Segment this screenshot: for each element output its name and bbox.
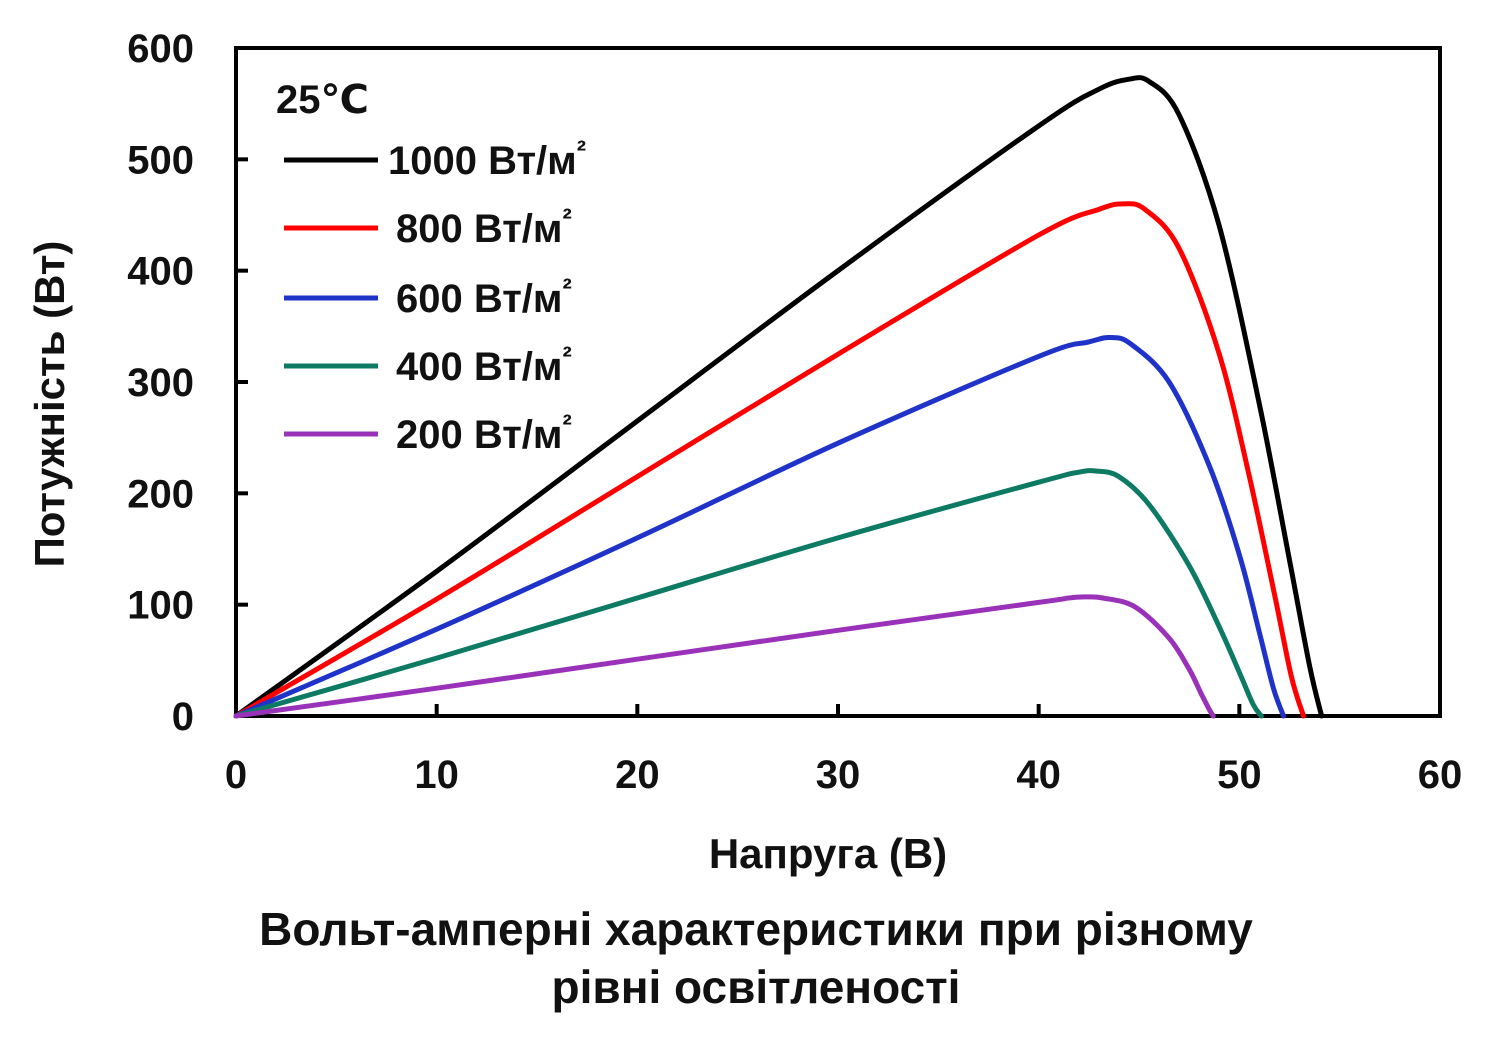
legend-label-4: 200 Вт/м²: [396, 409, 572, 457]
y-tick-label: 500: [127, 138, 194, 182]
series-line-3: [233, 468, 1264, 719]
x-tick-label: 40: [1016, 753, 1061, 797]
x-tick-label: 20: [615, 753, 660, 797]
y-tick-label: 200: [127, 472, 194, 516]
legend-label-1: 800 Вт/м²: [396, 203, 572, 251]
legend-label-2: 600 Вт/м²: [396, 273, 572, 321]
x-tick-label: 30: [816, 753, 861, 797]
series-line-1: [233, 201, 1306, 719]
y-tick-label: 100: [127, 584, 194, 628]
legend-superscript: ²: [563, 341, 572, 372]
y-tick-label: 600: [127, 27, 194, 71]
series-line-4: [233, 594, 1216, 719]
chart-caption: Вольт-амперні характеристики при різному…: [0, 900, 1512, 1016]
caption-line-1: Вольт-амперні характеристики при різному: [259, 903, 1253, 955]
legend-label-text: 800 Вт/м: [396, 207, 563, 251]
x-axis-ticks: 0 10 20 30 40 50 60: [225, 704, 1462, 797]
y-tick-label: 400: [127, 250, 194, 294]
temperature-annotation: 25℃: [276, 78, 369, 122]
x-tick-label: 10: [414, 753, 459, 797]
x-axis-title: Напруга (В): [709, 830, 947, 877]
x-tick-label: 60: [1418, 753, 1463, 797]
legend-label-text: 200 Вт/м: [396, 413, 563, 457]
y-axis-ticks: 0 100 200 300 400 500 600: [127, 27, 248, 739]
legend-superscript: ²: [577, 135, 586, 166]
series-lines: [233, 75, 1325, 719]
x-tick-label: 0: [225, 753, 247, 797]
y-tick-label: 0: [172, 695, 194, 739]
y-tick-label: 300: [127, 361, 194, 405]
legend-superscript: ²: [563, 409, 572, 440]
legend-superscript: ²: [563, 273, 572, 304]
series-line-2: [233, 334, 1286, 719]
legend-label-text: 600 Вт/м: [396, 277, 563, 321]
caption-line-2: рівні освітленості: [551, 961, 961, 1013]
legend-label-text: 400 Вт/м: [396, 345, 563, 389]
legend-label-0: 1000 Вт/м²: [388, 135, 586, 183]
legend-superscript: ²: [563, 203, 572, 234]
series-line-0: [233, 75, 1325, 719]
y-axis-title: Потужність (Вт): [26, 241, 73, 568]
legend-label-3: 400 Вт/м²: [396, 341, 572, 389]
power-voltage-chart: 0 100 200 300 400 500 600 0 10 20 30 40 50 60 25℃ 10…: [26, 27, 1462, 877]
x-tick-label: 50: [1217, 753, 1262, 797]
legend-label-text: 1000 Вт/м: [388, 139, 577, 183]
